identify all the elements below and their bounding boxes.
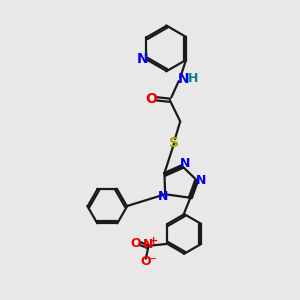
Text: N: N	[196, 174, 207, 187]
Text: N: N	[178, 72, 190, 86]
Text: O: O	[130, 237, 141, 250]
Text: S: S	[169, 136, 179, 150]
Text: N: N	[137, 52, 148, 66]
Text: N: N	[180, 157, 190, 170]
Text: O: O	[141, 255, 151, 268]
Text: N: N	[158, 190, 168, 202]
Text: O: O	[145, 92, 157, 106]
Text: +: +	[149, 236, 158, 246]
Text: ⁻: ⁻	[149, 255, 156, 268]
Text: N: N	[143, 238, 154, 251]
Text: H: H	[188, 72, 199, 85]
